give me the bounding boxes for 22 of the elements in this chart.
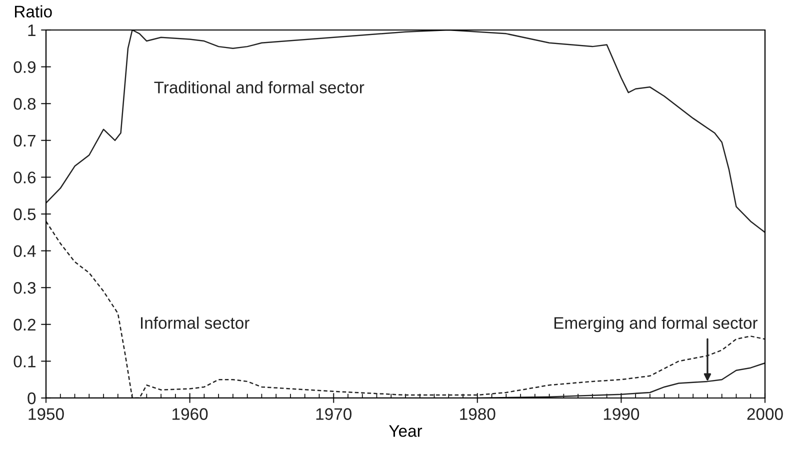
series-label: Emerging and formal sector (554, 316, 758, 332)
x-tick-label: 1980 (460, 408, 496, 420)
y-tick-label: 0.4 (14, 245, 36, 258)
x-tick-label: 1960 (172, 408, 208, 420)
y-tick-label: 0.9 (14, 61, 36, 74)
x-tick-label: 2000 (747, 408, 783, 420)
y-tick-label: 0.7 (14, 134, 36, 147)
y-tick-label: 0.6 (14, 172, 36, 184)
y-tick-label: 0.5 (14, 208, 36, 220)
y-axis-title: Ratio (15, 5, 52, 18)
x-axis-title: Year (389, 425, 422, 437)
y-tick-label: 0 (28, 392, 36, 404)
y-tick-label: 1 (28, 24, 36, 36)
series-label: Informal sector (141, 316, 250, 329)
y-tick-label: 0.2 (14, 318, 36, 331)
x-tick-label: 1990 (604, 408, 640, 420)
series-label: Traditional and formal sector (154, 81, 364, 94)
y-tick-label: 0.3 (14, 282, 36, 294)
x-tick-label: 1950 (28, 408, 64, 420)
y-tick-label: 0.1 (14, 356, 36, 368)
y-tick-label: 0.8 (14, 98, 36, 110)
x-tick-label: 1970 (316, 408, 352, 420)
